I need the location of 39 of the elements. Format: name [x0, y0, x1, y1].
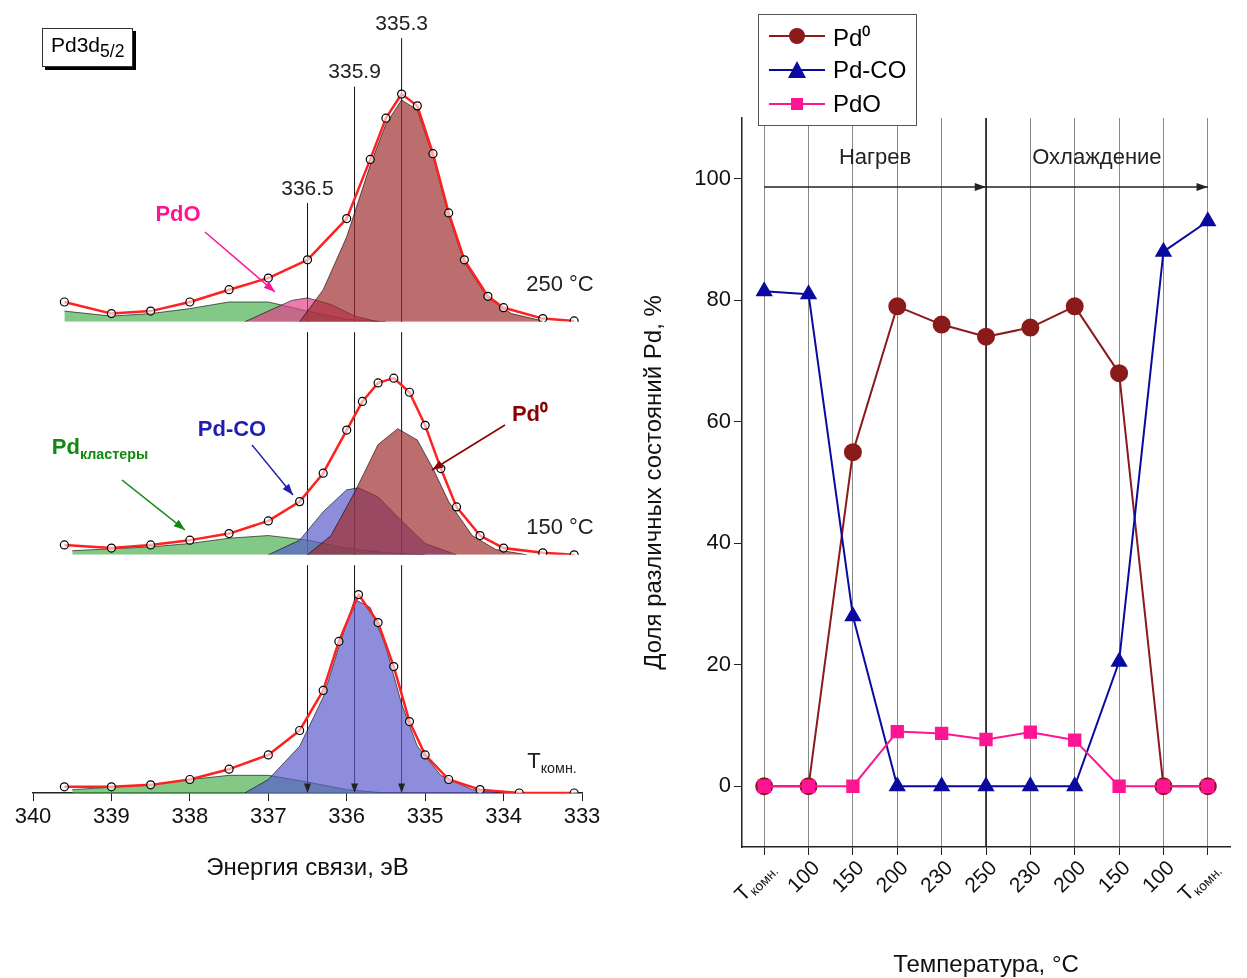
y-tick-label: 60 [706, 407, 731, 433]
chart-title: Pd3d$_{5/2}$ [42, 28, 134, 68]
x-axis-title: Энергия связи, эВ [206, 852, 409, 880]
y-axis-title: Доля различных состояний Pd, % [638, 295, 666, 670]
x-axis-title: Температура, °C [893, 949, 1079, 977]
x-tick-label: 333 [563, 803, 601, 829]
x-tick-label: 100 [782, 855, 824, 897]
x-tick-label: 200 [871, 855, 913, 897]
x-tick-label: 334 [485, 803, 522, 829]
x-tick-label: 250 [959, 855, 1001, 897]
x-tick-label: 340 [14, 803, 52, 829]
legend-label: Pd-CO [833, 56, 907, 84]
x-tick-label: 150 [826, 855, 868, 897]
x-tick-label: 339 [93, 803, 130, 829]
annotation: 150 °C [526, 514, 594, 540]
x-tick-label: 338 [171, 803, 209, 829]
y-tick-label: 100 [694, 164, 731, 190]
legend-label: PdO [833, 90, 882, 118]
x-tick-label: 335 [406, 803, 444, 829]
y-tick-label: 40 [706, 529, 731, 555]
x-tick-label: 200 [1048, 855, 1090, 897]
y-tick-label: 80 [706, 286, 731, 312]
ref-line-label: 335.9 [328, 59, 381, 83]
annotation: Pd⁰ [511, 401, 549, 427]
x-tick-label: 150 [1092, 855, 1135, 897]
annotation: 250 °C [526, 271, 594, 297]
y-tick-label: 0 [718, 772, 731, 798]
annotation: Pd-CO [197, 416, 267, 442]
y-tick-label: 20 [706, 650, 731, 676]
ref-line-label: 335.3 [375, 10, 428, 34]
x-tick-label: 336 [328, 803, 366, 829]
x-tick-label: 337 [249, 803, 287, 829]
ref-line-label: 336.5 [281, 175, 334, 199]
annotation: Нагрев [838, 144, 912, 170]
legend-label: Pd⁰ [833, 22, 871, 53]
annotation: PdO [155, 201, 201, 227]
annotation: Охлаждение [1032, 144, 1162, 170]
x-tick-label: 230 [1004, 855, 1046, 897]
x-tick-label: 230 [915, 855, 957, 897]
